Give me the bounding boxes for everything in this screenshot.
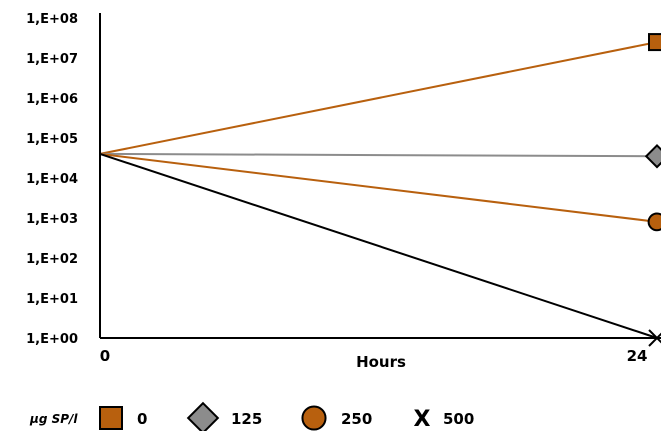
square-marker-icon [648,33,661,52]
circle-marker-icon [301,405,327,431]
legend: µg SP/l 0 125 250 X 500 [29,401,475,431]
x-tick-label: 24 [627,347,648,365]
y-tick-label: 1,E+02 [26,252,78,267]
series-line [99,152,658,339]
series-line [99,41,658,155]
legend-item: X 500 [414,407,475,431]
y-tick-label: 1,E+06 [26,92,78,107]
x-axis-title: Hours [356,353,406,371]
legend-label: 250 [341,410,372,428]
circle-marker-icon [647,212,661,232]
legend-label: 0 [137,410,147,428]
legend-label: 500 [443,410,474,428]
y-tick-label: 1,E+05 [26,132,78,147]
square-marker-icon [99,406,123,430]
y-tick-label: 1,E+03 [26,212,78,227]
x-tick-label: 0 [100,347,110,365]
diamond-marker-icon [186,401,220,431]
y-tick-label: 1,E+00 [26,332,78,347]
y-tick-label: 1,E+08 [26,12,78,27]
series-group [99,33,661,347]
legend-item: 0 [99,406,147,430]
y-tick-label: 1,E+01 [26,292,78,307]
series-line [99,152,658,158]
legend-label: 125 [231,410,262,428]
legend-item: 250 [301,405,372,431]
y-tick-label: 1,E+04 [26,172,78,187]
legend-item: 125 [186,401,262,431]
x-axis-ticks: 0 24 [100,347,648,365]
y-axis-ticks: 1,E+00 1,E+01 1,E+02 1,E+03 1,E+04 1,E+05 1,E+… [26,12,78,347]
x-marker-icon: X [414,407,431,431]
diamond-marker-icon [644,144,661,169]
series-line [99,152,658,223]
legend-title: µg SP/l [29,412,78,426]
y-tick-label: 1,E+07 [26,52,78,67]
